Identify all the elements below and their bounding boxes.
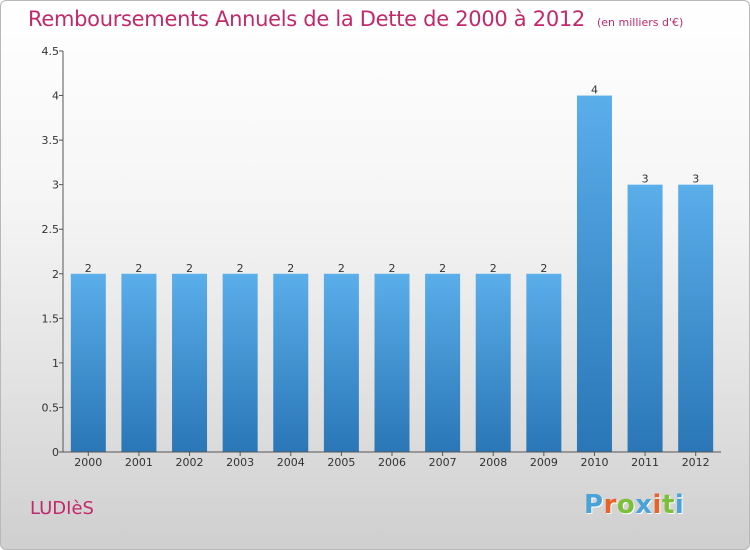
data-label: 3 [692, 173, 699, 186]
y-axis: 0 0.5 1 1.5 2 2.5 3 3.5 4 4.5 [42, 45, 64, 459]
logo-letter: P [584, 490, 604, 520]
x-tick-label: 2005 [327, 456, 355, 469]
x-tick-label: 2001 [125, 456, 153, 469]
data-label: 2 [439, 262, 446, 275]
commune-name: LUDIèS [30, 498, 94, 519]
data-label: 2 [237, 262, 244, 275]
y-tick-label: 2 [52, 268, 59, 281]
title-text: Remboursements Annuels de la Dette de 20… [28, 7, 585, 31]
logo-letter: x [635, 490, 653, 520]
x-tick-label: 2000 [74, 456, 102, 469]
bars: 2 2 2 2 2 2 2 2 2 2 4 3 3 [70, 84, 714, 453]
x-tick-label: 2010 [580, 456, 608, 469]
x-tick-label: 2003 [226, 456, 254, 469]
data-label: 2 [85, 262, 92, 275]
data-label: 2 [338, 262, 345, 275]
bar [222, 273, 258, 452]
bar [70, 273, 106, 452]
y-tick-label: 0 [52, 446, 59, 459]
bar [627, 184, 663, 452]
logo-letter: i [652, 490, 662, 520]
data-label: 2 [135, 262, 142, 275]
bar [323, 273, 359, 452]
bar [374, 273, 410, 452]
x-tick-label: 2004 [277, 456, 305, 469]
data-label: 2 [287, 262, 294, 275]
y-tick-label: 1.5 [42, 312, 60, 325]
unit-label: (en milliers d'€) [597, 16, 684, 29]
bar [425, 273, 461, 452]
x-tick-label: 2008 [479, 456, 507, 469]
data-label: 2 [186, 262, 193, 275]
bar [475, 273, 511, 452]
y-tick-label: 4.5 [42, 45, 60, 58]
data-label: 4 [591, 84, 598, 97]
bar [678, 184, 714, 452]
x-tick-label: 2006 [378, 456, 406, 469]
bar [576, 95, 612, 453]
bar [172, 273, 208, 452]
bar [121, 273, 157, 452]
x-tick-label: 2009 [530, 456, 558, 469]
chart-title: Remboursements Annuels de la Dette de 20… [28, 7, 683, 31]
y-tick-label: 2.5 [42, 223, 60, 236]
x-tick-label: 2007 [429, 456, 457, 469]
y-tick-label: 0.5 [42, 401, 60, 414]
x-tick-label: 2012 [682, 456, 710, 469]
bar [273, 273, 309, 452]
y-tick-label: 4 [52, 90, 59, 103]
logo-letter: t [661, 490, 675, 520]
y-tick-label: 3.5 [42, 134, 60, 147]
data-label: 2 [490, 262, 497, 275]
y-tick-label: 3 [52, 179, 59, 192]
x-tick-label: 2011 [631, 456, 659, 469]
data-label: 2 [540, 262, 547, 275]
x-tick-label: 2002 [176, 456, 204, 469]
bar [526, 273, 562, 452]
logo-letter: o [616, 490, 636, 520]
proxiti-logo: Proxiti [584, 490, 684, 520]
logo-letter: i [674, 490, 685, 520]
data-label: 3 [642, 173, 649, 186]
y-tick-label: 1 [52, 357, 59, 370]
x-axis: 2000 2001 2002 2003 2004 2005 2006 2007 2008 2009… [63, 451, 721, 469]
logo-letter: r [603, 490, 617, 520]
data-label: 2 [389, 262, 396, 275]
